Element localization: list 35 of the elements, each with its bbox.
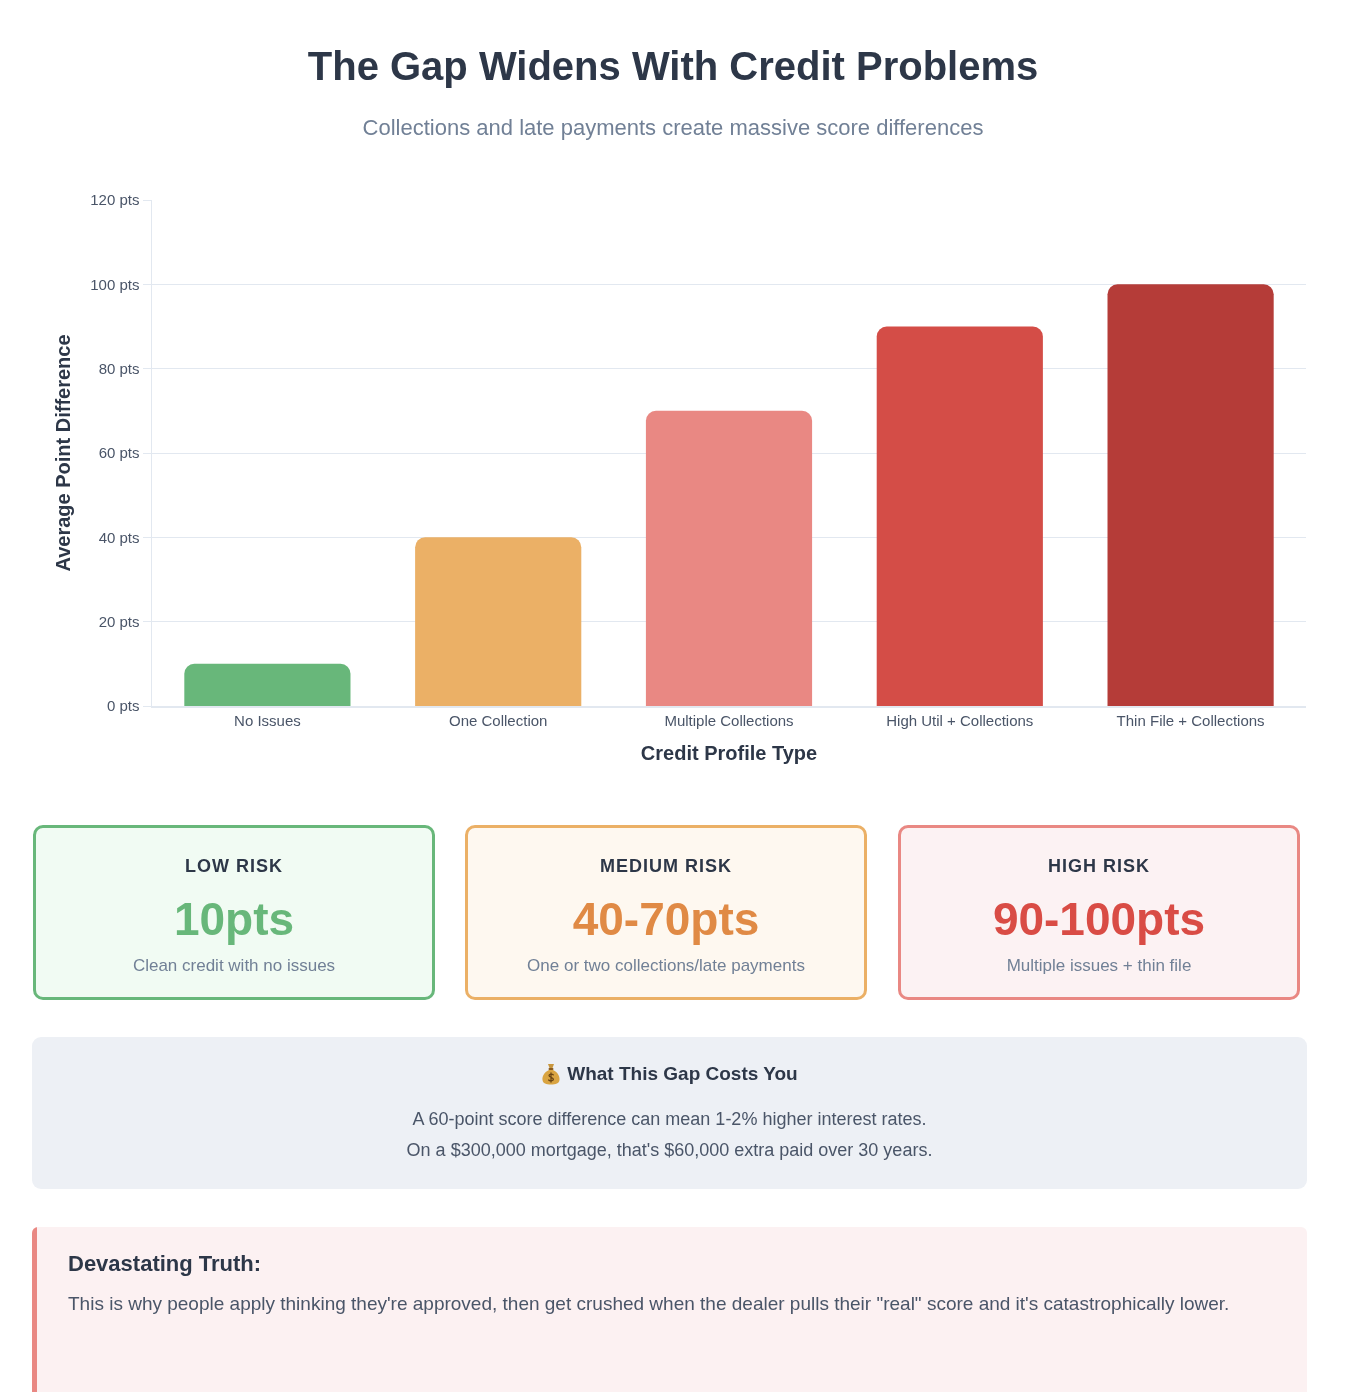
bar xyxy=(645,410,813,706)
y-axis-title: Average Point Difference xyxy=(52,334,75,572)
x-tick-label: High Util + Collections xyxy=(886,712,1034,729)
x-tick-label: Multiple Collections xyxy=(664,712,794,729)
text: What This Gap Costs You xyxy=(567,1063,798,1085)
y-tick-label: 0 pts xyxy=(106,697,140,715)
text: This is why people apply thinking they're approved, then get crushed when the dealer pulls their "real" score and it's catastrophically lower. xyxy=(68,1292,1231,1316)
bar xyxy=(876,326,1043,706)
x-tick-label: No Issues xyxy=(234,712,301,729)
text: On a $300,000 mortgage, that's $60,000 extra paid over 30 years. xyxy=(405,1140,934,1161)
y-tick-label: 80 pts xyxy=(98,359,140,377)
text: HIGH RISK xyxy=(1047,856,1151,877)
text: 90-100pts xyxy=(991,892,1207,946)
bar xyxy=(415,537,582,706)
x-axis-title: Credit Profile Type xyxy=(640,742,818,764)
y-tick-label: 40 pts xyxy=(98,528,140,546)
chart-title: The Gap Widens With Credit Problems xyxy=(306,43,1040,90)
text: One or two collections/late payments xyxy=(526,956,806,976)
text: Devastating Truth: xyxy=(68,1251,262,1277)
y-tick-label: 100 pts xyxy=(90,275,140,293)
text: Multiple issues + thin file xyxy=(1005,956,1193,976)
y-tick-label: 20 pts xyxy=(98,612,140,630)
bar xyxy=(184,663,351,706)
text: LOW RISK xyxy=(184,856,284,877)
bar xyxy=(1107,284,1274,706)
text: MEDIUM RISK xyxy=(599,856,733,877)
text: 40-70pts xyxy=(571,892,761,946)
y-tick-label: 120 pts xyxy=(90,191,140,209)
y-tick-label: 60 pts xyxy=(98,444,140,462)
text: 10pts xyxy=(172,892,296,946)
x-tick-label: One Collection xyxy=(449,712,548,729)
x-tick-label: Thin File + Collections xyxy=(1116,712,1265,729)
chart-subtitle: Collections and late payments create massive score differences xyxy=(361,114,985,142)
text: Clean credit with no issues xyxy=(131,956,337,976)
text: A 60-point score difference can mean 1-2% higher interest rates. xyxy=(411,1109,928,1130)
